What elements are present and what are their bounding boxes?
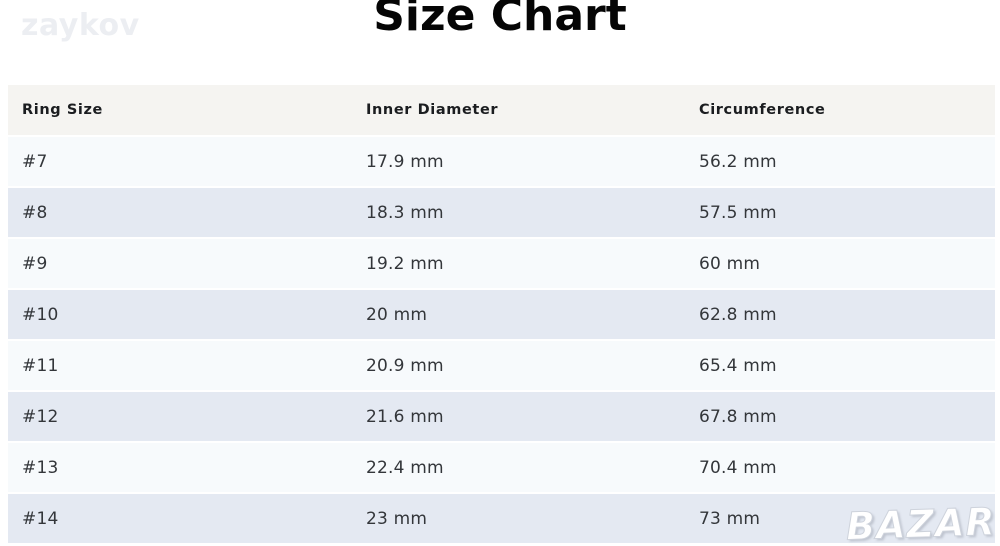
inner-diameter-cell: 17.9 mm	[366, 151, 444, 172]
inner-diameter-cell: 22.4 mm	[366, 457, 444, 478]
brand-watermark-zaykov: zaykov	[21, 8, 140, 43]
column-header-circumference: Circumference	[699, 102, 826, 118]
table-row: #14 23 mm 73 mm	[8, 494, 995, 543]
circumference-cell: 62.8 mm	[699, 304, 777, 325]
table-header-row: Ring Size Inner Diameter Circumference	[8, 85, 995, 135]
ring-size-cell: #14	[22, 508, 59, 529]
inner-diameter-cell: 21.6 mm	[366, 406, 444, 427]
table-row: #9 19.2 mm 60 mm	[8, 239, 995, 288]
circumference-cell: 65.4 mm	[699, 355, 777, 376]
page-title: Size Chart	[373, 0, 627, 41]
inner-diameter-cell: 20.9 mm	[366, 355, 444, 376]
table-row: #10 20 mm 62.8 mm	[8, 290, 995, 339]
ring-size-cell: #8	[22, 202, 48, 223]
ring-size-cell: #11	[22, 355, 59, 376]
circumference-cell: 60 mm	[699, 253, 761, 274]
circumference-cell: 67.8 mm	[699, 406, 777, 427]
table-row: #7 17.9 mm 56.2 mm	[8, 137, 995, 186]
size-chart-table: Ring Size Inner Diameter Circumference #…	[8, 85, 995, 545]
table-row: #13 22.4 mm 70.4 mm	[8, 443, 995, 492]
table-row: #12 21.6 mm 67.8 mm	[8, 392, 995, 441]
column-header-inner-diameter: Inner Diameter	[366, 102, 499, 118]
ring-size-cell: #9	[22, 253, 48, 274]
circumference-cell: 56.2 mm	[699, 151, 777, 172]
ring-size-cell: #10	[22, 304, 59, 325]
inner-diameter-cell: 23 mm	[366, 508, 428, 529]
inner-diameter-cell: 19.2 mm	[366, 253, 444, 274]
table-row: #11 20.9 mm 65.4 mm	[8, 341, 995, 390]
brand-watermark-bazar: BAZAR	[845, 499, 997, 546]
table-row: #8 18.3 mm 57.5 mm	[8, 188, 995, 237]
circumference-cell: 57.5 mm	[699, 202, 777, 223]
ring-size-cell: #13	[22, 457, 59, 478]
inner-diameter-cell: 18.3 mm	[366, 202, 444, 223]
ring-size-cell: #7	[22, 151, 48, 172]
inner-diameter-cell: 20 mm	[366, 304, 428, 325]
circumference-cell: 70.4 mm	[699, 457, 777, 478]
circumference-cell: 73 mm	[699, 508, 761, 529]
column-header-ring-size: Ring Size	[22, 102, 103, 118]
ring-size-cell: #12	[22, 406, 59, 427]
